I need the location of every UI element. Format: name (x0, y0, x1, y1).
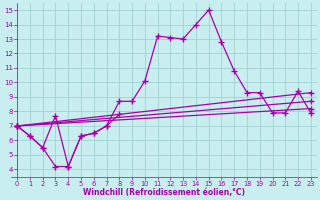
X-axis label: Windchill (Refroidissement éolien,°C): Windchill (Refroidissement éolien,°C) (83, 188, 245, 197)
